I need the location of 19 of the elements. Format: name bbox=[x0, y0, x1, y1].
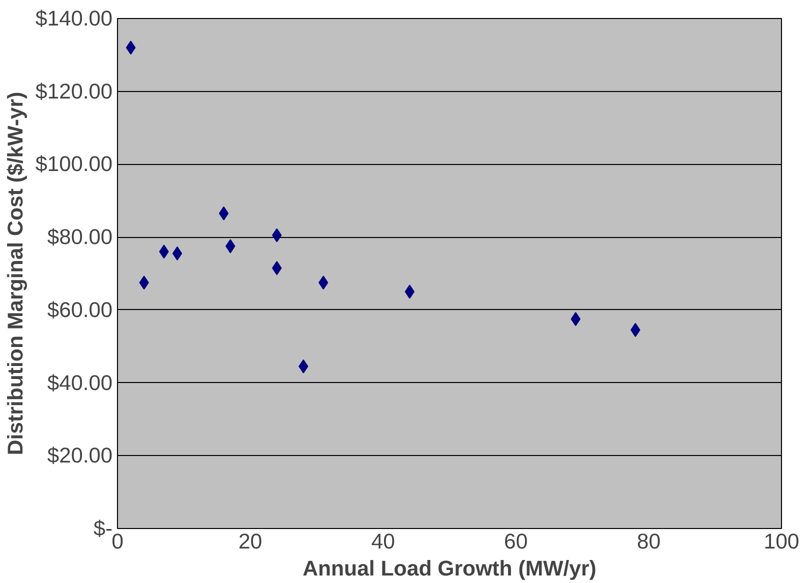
point bbox=[126, 40, 136, 55]
y-tick-label: $20.00 bbox=[47, 444, 113, 468]
y-tick-label: $60.00 bbox=[47, 298, 113, 322]
y-tick-label: $140.00 bbox=[35, 6, 113, 30]
x-tick-label: 0 bbox=[112, 530, 124, 554]
y-tick-label: $- bbox=[94, 516, 113, 540]
y-axis-title: Distribution Marginal Cost ($/kW-yr) bbox=[3, 92, 28, 456]
point bbox=[172, 246, 182, 260]
point bbox=[218, 206, 229, 220]
x-tick-label: 60 bbox=[504, 530, 528, 554]
y-tick-label: $120.00 bbox=[35, 79, 113, 104]
y-tick-label: $40.00 bbox=[47, 370, 113, 395]
x-tick-label: 20 bbox=[238, 530, 262, 554]
y-tick-label: $100.00 bbox=[35, 152, 113, 176]
x-tick-label: 80 bbox=[636, 530, 661, 554]
y-tick-label: $80.00 bbox=[47, 225, 113, 250]
x-axis-title: Annual Load Growth (MW/yr) bbox=[302, 556, 596, 580]
x-tick-label: 100 bbox=[764, 530, 800, 554]
x-tick-label: 40 bbox=[371, 530, 396, 554]
